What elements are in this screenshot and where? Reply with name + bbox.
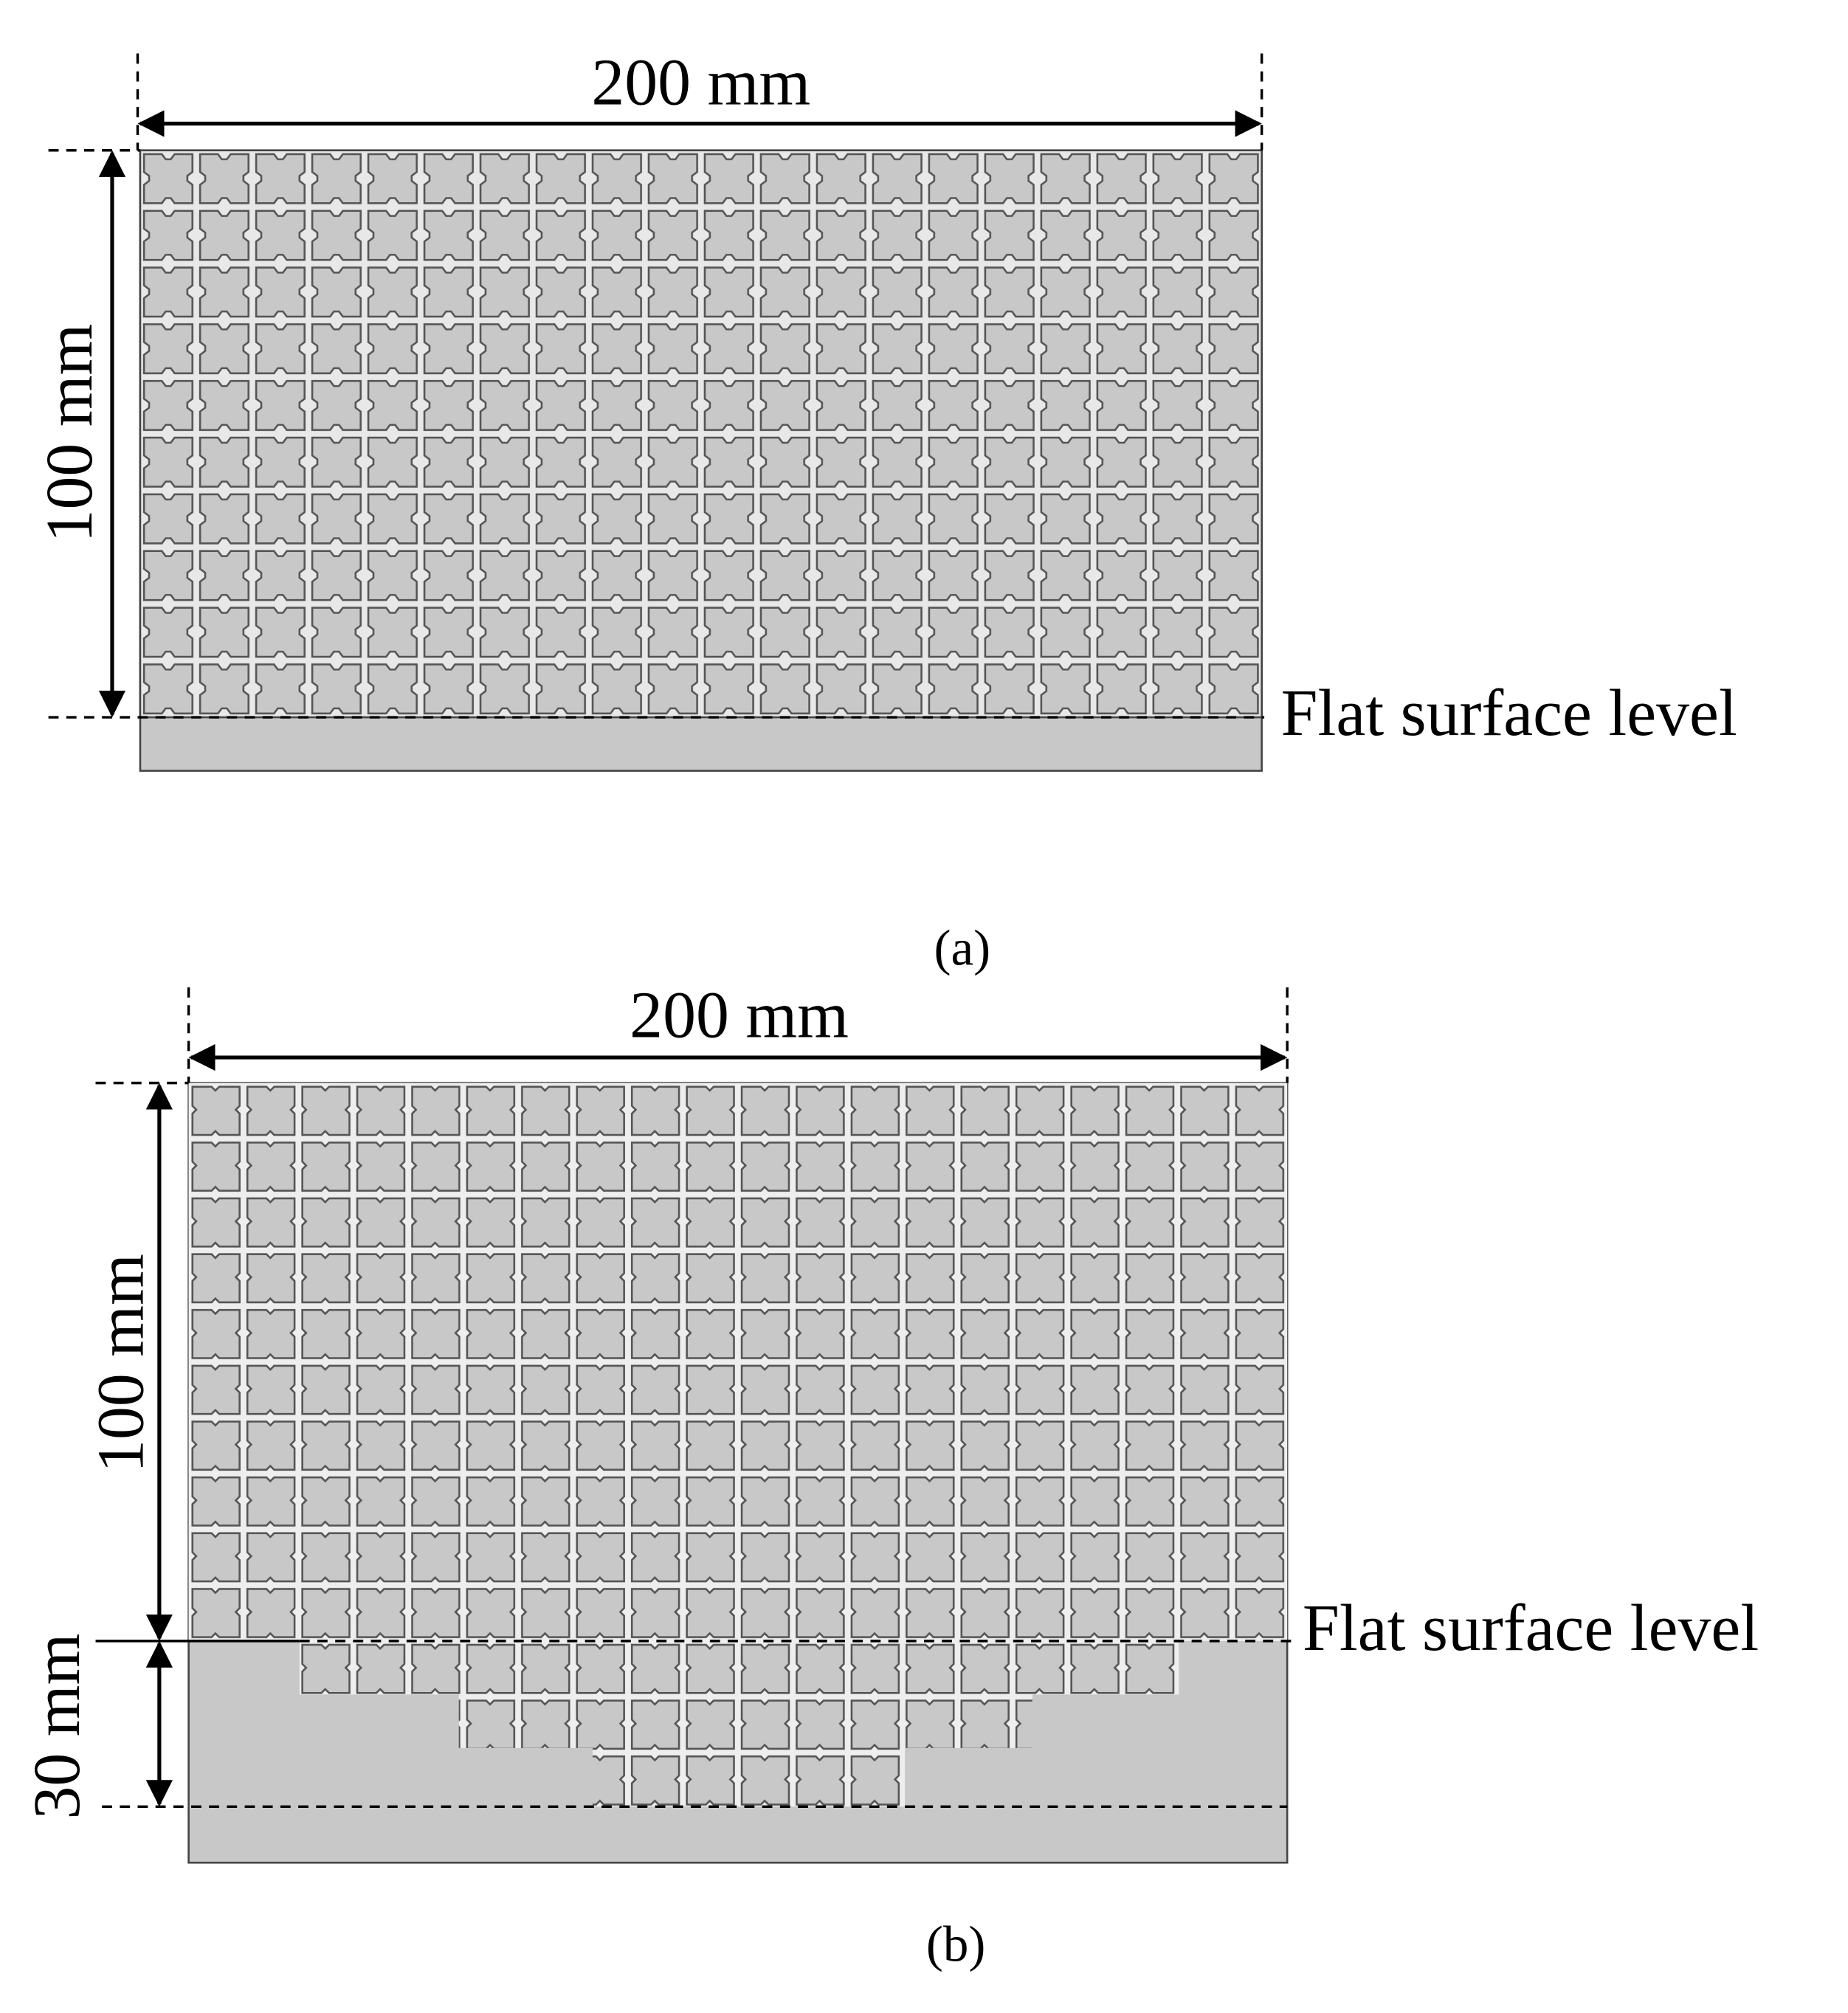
depth-label: 30 mm — [21, 1634, 94, 1820]
height-label: 100 mm — [33, 324, 106, 543]
surface-label: Flat surface level — [1303, 1592, 1759, 1665]
width-label: 200 mm — [630, 978, 849, 1052]
panel-b: 200 mm 100 mm 30 mm Flat surface level (… — [21, 978, 1759, 1972]
width-label: 200 mm — [591, 46, 810, 119]
tile-layer — [139, 149, 1263, 719]
caption: (b) — [926, 1916, 986, 1972]
tile-layer — [188, 1083, 1288, 1807]
height-label: 100 mm — [84, 1254, 157, 1473]
caption: (a) — [934, 919, 990, 976]
surface-label: Flat surface level — [1281, 677, 1737, 750]
panel-a: 200 mm 100 mm Flat surface level (a) — [33, 46, 1737, 976]
